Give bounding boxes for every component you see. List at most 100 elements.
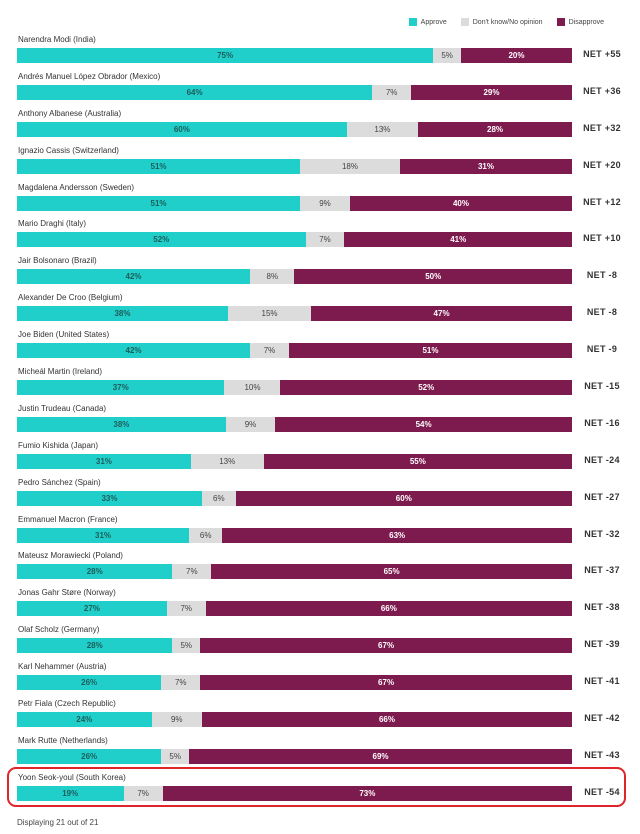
approve-segment: 64% xyxy=(17,84,373,100)
stacked-bar: 42% 8% 50% xyxy=(17,269,572,285)
legend-swatch-approve xyxy=(408,18,417,26)
chart-row: Alexander De Croo (Belgium) 38% 15% 47% NET … xyxy=(17,291,627,328)
chart-row: Mark Rutte (Netherlands) 26% 5% 69% NET -43 xyxy=(17,734,627,771)
net-score: NET -41 xyxy=(584,676,620,687)
net-score: NET -43 xyxy=(584,749,620,760)
leader-label: Petr Fiala (Czech Republic) xyxy=(18,699,116,709)
approve-segment: 42% xyxy=(17,269,251,285)
leader-label: Jonas Gahr Støre (Norway) xyxy=(18,588,116,598)
leader-label: Yoon Seok-youl (South Korea) xyxy=(18,772,126,782)
approve-segment: 42% xyxy=(17,343,251,359)
stacked-bar: 42% 7% 51% xyxy=(17,343,572,359)
chart-row: Fumio Kishida (Japan) 31% 13% 55% NET -24 xyxy=(17,439,627,476)
chart-row: Mateusz Morawiecki (Poland) 28% 7% 65% NET -… xyxy=(17,549,627,586)
stacked-bar: 19% 7% 73% xyxy=(17,785,572,801)
dont-know-segment: 5% xyxy=(172,638,201,654)
stacked-bar: 26% 5% 69% xyxy=(17,748,572,764)
dont-know-segment: 7% xyxy=(250,343,289,359)
chart-row: Micheál Martin (Ireland) 37% 10% 52% NET -15 xyxy=(17,365,627,402)
net-score: NET -54 xyxy=(584,786,620,797)
chart-row: Magdalena Andersson (Sweden) 51% 9% 40% NET … xyxy=(17,181,627,218)
legend-swatch-dk xyxy=(460,18,469,26)
legend-label-dk: Don't know/No opinion xyxy=(472,18,543,26)
approve-segment: 24% xyxy=(17,712,152,728)
disapprove-segment: 28% xyxy=(418,121,572,137)
approve-segment: 75% xyxy=(17,48,434,63)
approve-segment: 33% xyxy=(17,490,202,506)
disapprove-segment: 60% xyxy=(235,490,572,506)
legend-label-approve: Approve xyxy=(420,18,447,26)
disapprove-segment: 66% xyxy=(205,601,572,617)
leader-label: Pedro Sánchez (Spain) xyxy=(18,477,101,487)
approve-segment: 60% xyxy=(17,121,347,137)
leader-label: Alexander De Croo (Belgium) xyxy=(18,293,123,303)
approve-segment: 27% xyxy=(17,601,167,617)
disapprove-segment: 69% xyxy=(189,748,572,764)
leader-label: Narendra Modi (India) xyxy=(18,35,96,44)
chart-row: Karl Nehammer (Austria) 26% 7% 67% NET -41 xyxy=(17,660,627,697)
leader-label: Jair Bolsonaro (Brazil) xyxy=(18,256,97,266)
stacked-bar: 38% 15% 47% xyxy=(17,306,572,322)
legend-swatch-disapprove xyxy=(556,18,565,26)
chart-row: Jair Bolsonaro (Brazil) 42% 8% 50% NET -8 xyxy=(17,254,627,291)
approve-segment: 31% xyxy=(17,453,191,469)
leader-label: Mark Rutte (Netherlands) xyxy=(18,735,108,745)
dont-know-segment: 9% xyxy=(225,416,276,432)
net-score: NET +32 xyxy=(583,122,621,133)
dont-know-segment: 5% xyxy=(433,48,461,63)
chart-row: Andrés Manuel López Obrador (Mexico) 64% 7… xyxy=(17,70,627,107)
net-score: NET -16 xyxy=(584,417,620,428)
stacked-bar: 24% 9% 66% xyxy=(17,712,572,728)
leader-label: Magdalena Andersson (Sweden) xyxy=(18,182,135,192)
approve-segment: 28% xyxy=(17,638,173,654)
chart-row: Justin Trudeau (Canada) 38% 9% 54% NET -16 xyxy=(17,402,627,439)
dont-know-segment: 13% xyxy=(190,453,264,469)
stacked-bar: 33% 6% 60% xyxy=(17,490,572,506)
stacked-bar: 26% 7% 67% xyxy=(17,675,572,691)
highlight-box xyxy=(7,767,626,807)
disapprove-segment: 47% xyxy=(311,306,572,322)
disapprove-segment: 41% xyxy=(344,232,572,248)
leader-label: Andrés Manuel López Obrador (Mexico) xyxy=(18,71,161,81)
net-score: NET -8 xyxy=(586,307,618,318)
dont-know-segment: 6% xyxy=(189,527,223,543)
approve-segment: 38% xyxy=(17,416,226,432)
dont-know-segment: 9% xyxy=(300,195,350,211)
approve-segment: 28% xyxy=(17,564,173,580)
stacked-bar: 28% 7% 65% xyxy=(17,564,572,580)
stacked-bar: 27% 7% 66% xyxy=(17,601,572,617)
approve-segment: 38% xyxy=(17,306,228,322)
net-score: NET -24 xyxy=(584,454,620,465)
stacked-bar: 31% 13% 55% xyxy=(17,453,572,469)
net-score: NET -39 xyxy=(584,639,620,650)
disapprove-segment: 66% xyxy=(201,712,572,728)
chart-row: Ignazio Cassis (Switzerland) 51% 18% 31% NET… xyxy=(17,144,627,181)
chart-row: Narendra Modi (India) 75% 5% 20% NET +55 xyxy=(17,33,627,70)
stacked-bar: 60% 13% 28% xyxy=(17,121,572,137)
chart-row: Petr Fiala (Czech Republic) 24% 9% 66% NET -… xyxy=(17,697,627,734)
stacked-bar: 64% 7% 29% xyxy=(17,84,572,100)
dont-know-segment: 7% xyxy=(305,232,345,248)
leader-label: Mateusz Morawiecki (Poland) xyxy=(18,551,123,561)
approve-segment: 26% xyxy=(17,748,162,764)
legend-item-disapprove: Disapprove xyxy=(556,18,604,26)
stacked-bar: 52% 7% 41% xyxy=(17,232,572,248)
leader-label: Ignazio Cassis (Switzerland) xyxy=(18,145,119,155)
disapprove-segment: 52% xyxy=(280,380,572,396)
chart-row: Anthony Albanese (Australia) 60% 13% 28% NET… xyxy=(17,107,627,144)
approval-chart: Narendra Modi (India) 75% 5% 20% NET +55 Andr… xyxy=(17,33,627,808)
disapprove-segment: 73% xyxy=(162,785,572,801)
net-score: NET -27 xyxy=(584,491,620,502)
chart-row: Joe Biden (United States) 42% 7% 51% NET -9 xyxy=(17,328,627,365)
net-score: NET -9 xyxy=(586,344,618,355)
stacked-bar: 51% 18% 31% xyxy=(17,158,572,174)
leader-label: Mario Draghi (Italy) xyxy=(18,219,87,229)
dont-know-segment: 7% xyxy=(372,84,412,100)
dont-know-segment: 7% xyxy=(166,601,206,617)
approve-segment: 26% xyxy=(17,675,162,691)
results-count: Displaying 21 out of 21 xyxy=(17,818,99,827)
net-score: NET +20 xyxy=(583,159,621,170)
chart-row: Pedro Sánchez (Spain) 33% 6% 60% NET -27 xyxy=(17,476,627,513)
chart-legend: Approve Don't know/No opinion Disapprove xyxy=(408,18,604,26)
net-score: NET -32 xyxy=(584,528,620,539)
